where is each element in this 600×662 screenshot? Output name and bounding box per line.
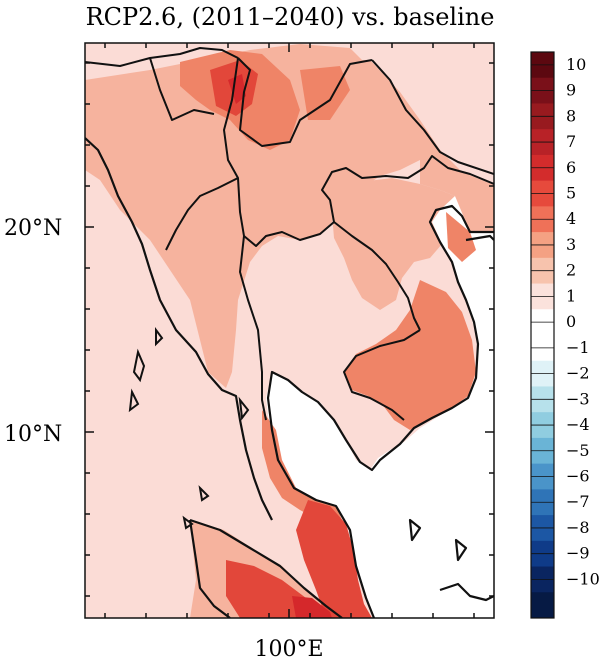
colorbar-label: 8 bbox=[566, 106, 576, 125]
colorbar-label: −9 bbox=[566, 544, 590, 563]
colorbar-label: −5 bbox=[566, 441, 590, 460]
tick-marks bbox=[85, 43, 494, 618]
region-salmon-east bbox=[330, 178, 455, 310]
colorbar-label: −7 bbox=[566, 492, 590, 511]
y-tick-label-20n: 20°N bbox=[4, 216, 62, 241]
region-red-sumatra-dark bbox=[292, 596, 332, 618]
region-light-ne bbox=[370, 60, 494, 185]
colorbar-label: 1 bbox=[566, 286, 576, 305]
map-panel bbox=[85, 43, 494, 618]
colorbar-label: 0 bbox=[566, 312, 576, 331]
region-orange-cambodia bbox=[344, 280, 476, 430]
y-tick-label-10n: 10°N bbox=[4, 422, 62, 447]
colorbar-label: 4 bbox=[566, 209, 576, 228]
region-orange-vietnam-coast bbox=[446, 212, 476, 262]
coastlines bbox=[85, 137, 494, 618]
region-orange-north-east bbox=[300, 66, 350, 120]
colorbar-label: −10 bbox=[566, 569, 600, 588]
region-orange-peninsula bbox=[262, 410, 342, 522]
colorbar-label: −6 bbox=[566, 467, 590, 486]
colorbar-label: −1 bbox=[566, 338, 590, 357]
country-borders bbox=[85, 47, 494, 421]
colorbar-label: 10 bbox=[566, 55, 586, 74]
colorbar-label: −8 bbox=[566, 518, 590, 537]
colorbar-swatch bbox=[531, 592, 554, 619]
region-red-north-peak bbox=[228, 74, 246, 104]
colorbar-label: −2 bbox=[566, 364, 590, 383]
small-islands bbox=[128, 327, 250, 530]
colorbar-label: 7 bbox=[566, 132, 576, 151]
colorbar-frame bbox=[530, 51, 555, 619]
colorbar-label: 6 bbox=[566, 158, 576, 177]
colorbar-label: 2 bbox=[566, 261, 576, 280]
map-title: RCP2.6, (2011–2040) vs. baseline bbox=[86, 3, 495, 31]
colorbar-label: 5 bbox=[566, 184, 576, 203]
region-red-malay bbox=[296, 500, 372, 618]
region-salmon-north-east bbox=[330, 60, 494, 232]
colorbar-label: 3 bbox=[566, 235, 576, 254]
colorbar-label: −3 bbox=[566, 389, 590, 408]
region-salmon-west bbox=[85, 44, 420, 388]
colorbar-label: −4 bbox=[566, 415, 590, 434]
x-tick-label-100e: 100°E bbox=[254, 637, 323, 662]
colorbar-label: 9 bbox=[566, 81, 576, 100]
